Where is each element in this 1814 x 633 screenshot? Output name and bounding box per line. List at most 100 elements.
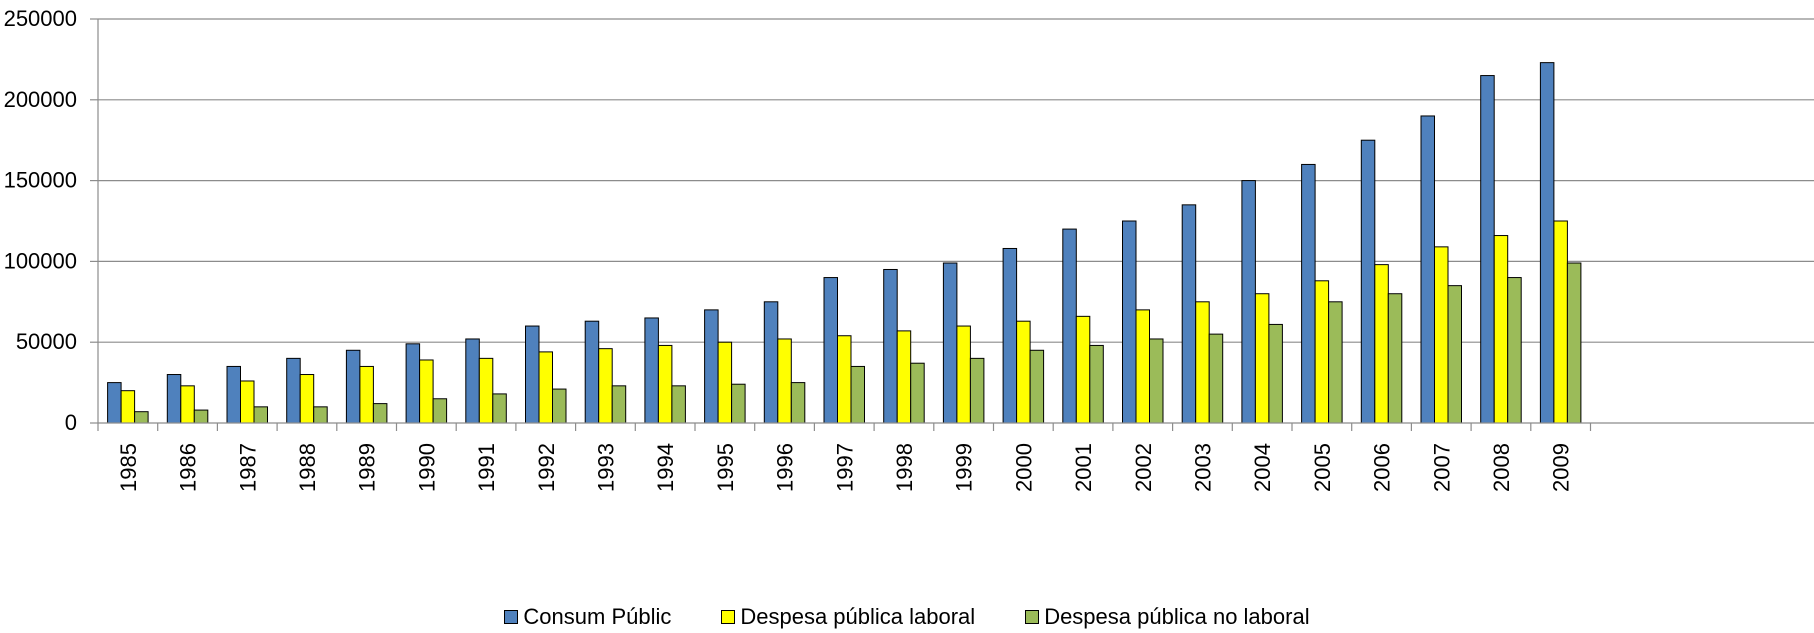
x-tick-label: 1985 (116, 443, 141, 492)
y-tick-label: 50000 (16, 329, 77, 354)
x-tick-label: 2000 (1011, 443, 1036, 492)
bar (1195, 301, 1210, 424)
bar (1268, 323, 1283, 424)
bar (465, 338, 480, 424)
bar (883, 268, 898, 424)
bar (1135, 309, 1150, 424)
bar (1360, 139, 1376, 424)
bar (1314, 280, 1330, 424)
legend-label-consum-public: Consum Públic (523, 604, 672, 629)
x-tick-label: 2002 (1131, 443, 1156, 492)
bar (419, 359, 434, 424)
bar (1241, 180, 1256, 424)
bar (1447, 285, 1462, 424)
x-tick-label: 1994 (653, 443, 678, 492)
bar (193, 409, 209, 424)
legend: Consum Públic Despesa pública laboral De… (0, 604, 1814, 630)
x-tick-label: 1998 (892, 443, 917, 492)
bar (1122, 220, 1137, 424)
y-tick-label: 200000 (4, 87, 77, 112)
bar (910, 362, 925, 424)
x-tick-label: 1995 (713, 443, 738, 492)
bar (850, 365, 865, 424)
y-tick-label: 0 (65, 410, 77, 435)
bar (299, 374, 315, 424)
bar (359, 365, 374, 424)
x-tick-label: 2004 (1250, 443, 1275, 492)
bar-chart: 0 50000 100000 150000 200000 250000 1985 1986 19… (4, 6, 1814, 492)
legend-item-despesa-laboral: Despesa pública laboral (721, 604, 975, 630)
bar (134, 411, 149, 424)
x-tick-label: 2009 (1549, 443, 1574, 492)
y-tick-label: 100000 (4, 248, 77, 273)
legend-swatch-despesa-no-laboral (1025, 610, 1040, 624)
bar (942, 262, 958, 424)
x-tick-label: 1993 (593, 443, 618, 492)
bar (790, 382, 806, 424)
bar (1089, 344, 1104, 424)
bar (107, 382, 122, 424)
x-tick-label: 2006 (1370, 443, 1395, 492)
x-tick-label: 1987 (235, 443, 260, 492)
bar (180, 385, 195, 424)
bar (313, 406, 328, 424)
bar (1493, 235, 1509, 424)
legend-label-despesa-no-laboral: Despesa pública no laboral (1044, 604, 1310, 629)
bar (763, 301, 779, 424)
bar (1062, 228, 1077, 424)
tick-labels: 0 50000 100000 150000 200000 250000 1985 1986 19… (4, 6, 1574, 492)
bar (538, 351, 553, 424)
bar (1539, 62, 1555, 424)
legend-label-despesa-laboral: Despesa pública laboral (740, 604, 976, 629)
bar (671, 385, 686, 424)
legend-swatch-consum-public (504, 610, 519, 624)
legend-swatch-despesa-laboral (721, 610, 736, 624)
x-tick-label: 2008 (1489, 443, 1514, 492)
x-tick-label: 2005 (1310, 443, 1335, 492)
bar (1181, 204, 1197, 424)
bar (1075, 315, 1091, 424)
bar (478, 357, 494, 424)
bar (1566, 262, 1582, 424)
bar (1374, 264, 1389, 424)
bar (372, 403, 388, 424)
bar (1016, 320, 1031, 424)
bar (120, 390, 136, 424)
bar (166, 374, 182, 424)
bar (823, 277, 838, 424)
bar (552, 388, 567, 424)
x-tick-label: 1991 (474, 443, 499, 492)
bar (1254, 293, 1270, 424)
x-tick-label: 1988 (295, 443, 320, 492)
x-tick-label: 2001 (1071, 443, 1096, 492)
y-tick-label: 150000 (4, 168, 77, 193)
x-tick-label: 1999 (952, 443, 977, 492)
bar (253, 406, 268, 424)
bar (1420, 115, 1435, 424)
bar (226, 365, 241, 424)
bar (1507, 277, 1522, 424)
bar (598, 348, 613, 424)
x-tick-label: 1996 (773, 443, 798, 492)
bar (644, 317, 659, 424)
bar (704, 309, 719, 424)
bar (777, 338, 792, 424)
bar (1301, 163, 1316, 424)
bar (1029, 349, 1045, 424)
bar (1328, 301, 1343, 424)
x-tick-label: 1992 (534, 443, 559, 492)
bar (584, 320, 600, 424)
bar (611, 385, 627, 424)
x-tick-label: 2007 (1429, 443, 1454, 492)
bar (432, 398, 448, 424)
bar (286, 357, 301, 424)
x-tick-label: 1997 (832, 443, 857, 492)
legend-item-consum-public: Consum Públic (504, 604, 671, 630)
x-tick-label: 1986 (176, 443, 201, 492)
x-tick-label: 2003 (1190, 443, 1215, 492)
legend-item-despesa-no-laboral: Despesa pública no laboral (1025, 604, 1310, 630)
bar (240, 380, 255, 424)
y-tick-label: 250000 (4, 6, 77, 31)
bar (1149, 338, 1164, 424)
bar (1002, 247, 1018, 424)
